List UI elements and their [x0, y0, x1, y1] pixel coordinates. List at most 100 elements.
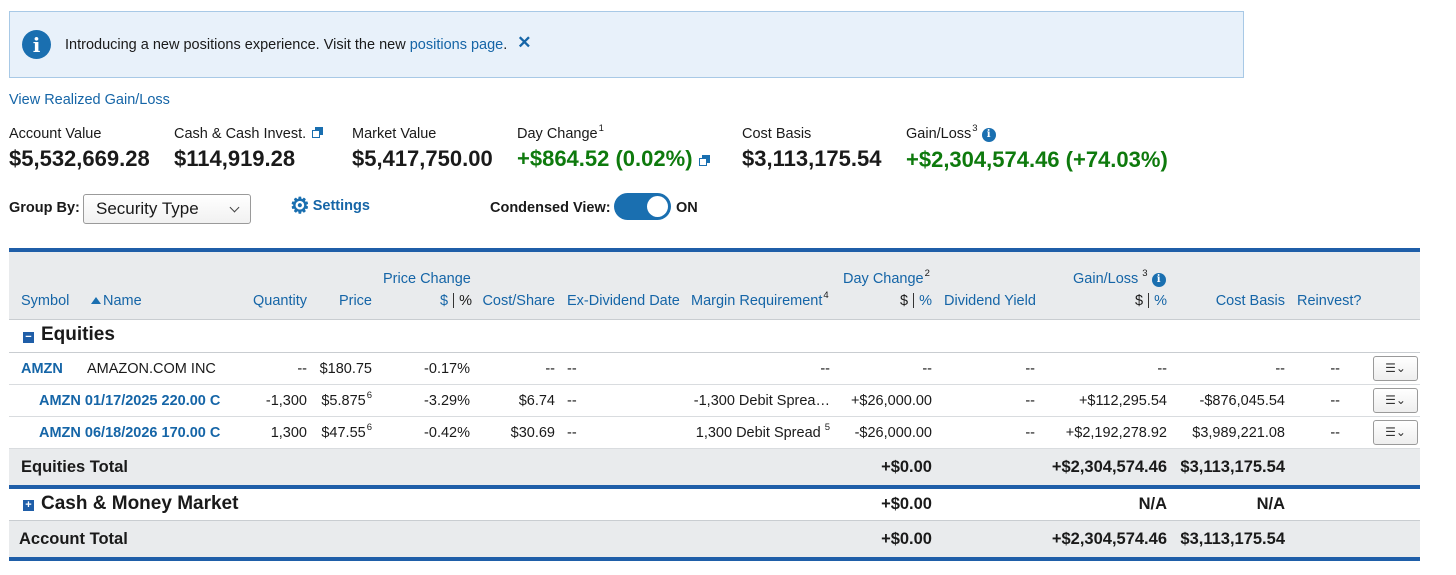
banner-period: .: [503, 36, 508, 53]
equities-total-day-change: +$0.00: [881, 458, 932, 476]
row-gain-loss: +$2,192,278.92: [1065, 425, 1167, 441]
external-window-icon[interactable]: [312, 127, 324, 138]
row-margin: 1,300 Debit Spread 5: [695, 422, 830, 441]
equities-total-label: Equities Total: [21, 458, 128, 476]
row-gain-loss: --: [1157, 361, 1167, 377]
day-change-label-text: Day Change: [517, 126, 598, 142]
col-day-change[interactable]: Day Change2: [843, 268, 930, 287]
info-icon[interactable]: i: [1151, 273, 1166, 287]
row-symbol[interactable]: AMZN: [21, 361, 63, 377]
positions-page-link[interactable]: positions page: [409, 36, 504, 53]
condensed-view-label: Condensed View:: [490, 200, 611, 216]
col-dividend-yield[interactable]: Dividend Yield: [944, 293, 1036, 309]
row-day-change: -$26,000.00: [854, 425, 932, 441]
row-symbol[interactable]: AMZN 06/18/2026 170.00 C: [39, 425, 221, 441]
info-icon[interactable]: i: [981, 128, 996, 142]
col-day-change-percent[interactable]: %: [919, 293, 932, 309]
row-cost-basis[interactable]: $3,989,221.08: [1192, 425, 1285, 441]
row-symbol[interactable]: AMZN 01/17/2025 220.00 C: [39, 393, 221, 409]
divider: [913, 293, 915, 308]
row-dividend-yield: --: [1025, 361, 1035, 377]
table-top-bar: [9, 248, 1420, 252]
row-price-change: -0.42%: [424, 425, 470, 441]
col-margin-requirement[interactable]: Margin Requirement4: [691, 290, 829, 309]
col-margin-label: Margin Requirement: [691, 293, 823, 309]
gear-icon: ⚙: [290, 193, 310, 218]
footnote-marker: 5: [824, 422, 830, 433]
col-cost-basis[interactable]: Cost Basis: [1215, 293, 1285, 309]
row-menu-button[interactable]: ☰⌄: [1373, 388, 1418, 413]
col-gain-loss-dollar[interactable]: $: [1135, 293, 1144, 309]
divider: [1148, 293, 1150, 308]
row-quantity: -1,300: [265, 393, 307, 409]
table-row: AMZN AMAZON.COM INC -- $180.75 -0.17% --…: [9, 353, 1420, 385]
col-gain-loss-percent[interactable]: %: [1154, 293, 1167, 309]
col-quantity[interactable]: Quantity: [253, 293, 307, 309]
col-reinvest[interactable]: Reinvest?: [1297, 293, 1362, 309]
equities-title: Equities: [41, 324, 115, 345]
cash-summary: Cash & Cash Invest. $114,919.28: [174, 126, 324, 172]
col-symbol[interactable]: Symbol: [21, 293, 70, 309]
cash-cost-basis: N/A: [1256, 495, 1285, 513]
cash-value: $114,919.28: [174, 146, 296, 171]
equities-total-row: Equities Total +$0.00 +$2,304,574.46 $3,…: [9, 449, 1420, 485]
row-ex-dividend: --: [567, 393, 577, 409]
group-by-select[interactable]: Security Type: [83, 194, 251, 224]
col-name[interactable]: Name: [91, 293, 142, 309]
col-day-change-dollar[interactable]: $: [900, 293, 909, 309]
row-cost-basis[interactable]: -$876,045.54: [1199, 393, 1285, 409]
footnote-marker: 3: [972, 123, 978, 134]
section-divider-bar: [9, 485, 1420, 489]
view-realized-gain-loss-link[interactable]: View Realized Gain/Loss: [9, 92, 170, 108]
row-cost-share: --: [545, 361, 555, 377]
cost-basis-summary: Cost Basis $3,113,175.54: [742, 126, 881, 172]
col-price-change-dollar[interactable]: $: [440, 293, 449, 309]
gain-loss-label-text: Gain/Loss: [906, 126, 972, 142]
day-change-summary: Day Change1 +$864.52 (0.02%): [517, 123, 710, 172]
row-margin-value: 1,300 Debit Spread: [695, 425, 821, 441]
row-reinvest: --: [1330, 361, 1340, 377]
sort-ascending-icon: [91, 297, 101, 304]
banner-message: Introducing a new positions experience. …: [65, 36, 406, 53]
row-day-change: +$26,000.00: [850, 393, 932, 409]
row-price-change: -0.17%: [424, 361, 470, 377]
row-quantity: 1,300: [270, 425, 307, 441]
settings-button[interactable]: ⚙ Settings: [290, 195, 370, 217]
col-ex-dividend-date[interactable]: Ex-Dividend Date: [567, 293, 680, 309]
banner-text: Introducing a new positions experience. …: [65, 37, 507, 53]
close-icon[interactable]: ✕: [517, 32, 532, 52]
row-cost-share: $6.74: [518, 393, 555, 409]
collapse-icon[interactable]: −: [23, 332, 34, 343]
row-price: $5.8756: [321, 390, 372, 409]
account-value: $5,532,669.28: [9, 146, 150, 171]
settings-label: Settings: [312, 198, 370, 214]
day-change-value: +$864.52 (0.02%): [517, 146, 710, 172]
col-cost-share[interactable]: Cost/Share: [482, 293, 555, 309]
condensed-view-toggle[interactable]: [614, 193, 671, 220]
table-row: AMZN 06/18/2026 170.00 C 1,300 $47.556 -…: [9, 417, 1420, 449]
col-price-change[interactable]: Price Change: [383, 271, 471, 287]
row-price: $47.556: [321, 422, 372, 441]
account-total-label: Account Total: [19, 530, 128, 548]
footnote-marker: 4: [823, 290, 829, 301]
market-value: $5,417,750.00: [352, 146, 493, 171]
col-price-change-percent[interactable]: %: [459, 293, 472, 309]
row-menu-button[interactable]: ☰⌄: [1373, 356, 1418, 381]
expand-icon[interactable]: +: [23, 500, 34, 511]
external-window-icon[interactable]: [698, 155, 710, 166]
market-value-summary: Market Value $5,417,750.00: [352, 126, 493, 172]
col-gain-loss[interactable]: Gain/Loss 3i: [1073, 268, 1166, 288]
row-cost-basis: --: [1275, 361, 1285, 377]
toggle-knob: [647, 196, 668, 217]
day-change-label: Day Change1: [517, 123, 710, 142]
col-price[interactable]: Price: [338, 293, 372, 309]
col-price-change-units: $%: [440, 293, 472, 309]
account-total-gain-loss: +$2,304,574.46: [1051, 530, 1167, 548]
account-value-summary: Account Value $5,532,669.28: [9, 126, 150, 172]
row-menu-button[interactable]: ☰⌄: [1373, 420, 1418, 445]
footnote-marker: 6: [366, 422, 372, 433]
row-margin: -1,300 Debit Sprea…: [693, 393, 830, 409]
chevron-down-icon: [229, 202, 240, 213]
cash-label: Cash & Cash Invest.: [174, 126, 324, 142]
table-row: AMZN 01/17/2025 220.00 C -1,300 $5.8756 …: [9, 385, 1420, 417]
